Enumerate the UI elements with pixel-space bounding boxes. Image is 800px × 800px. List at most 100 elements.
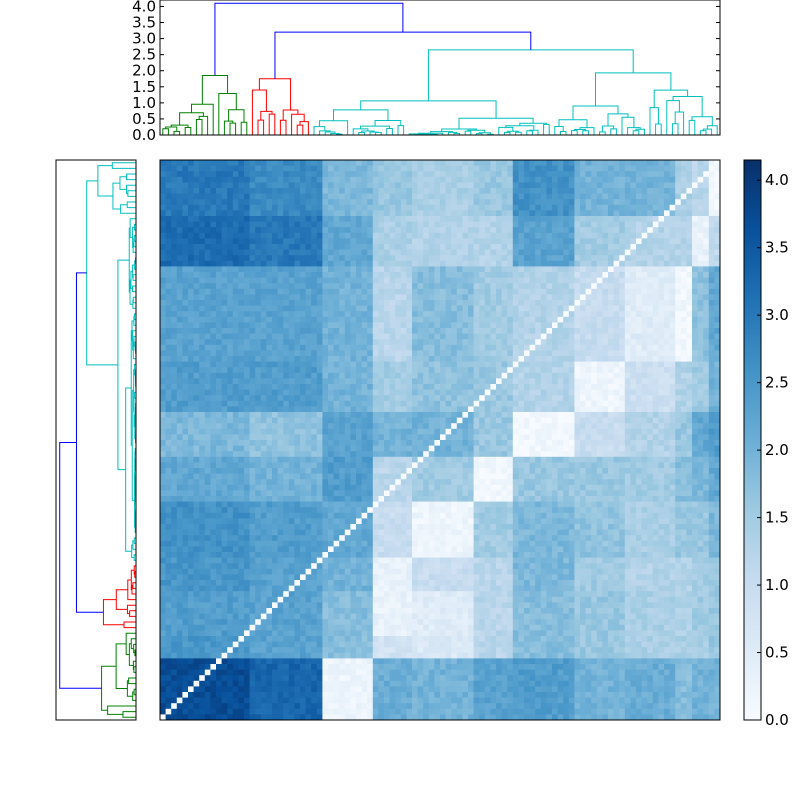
- heatmap-cell: [176, 227, 183, 234]
- heatmap-cell: [647, 406, 654, 413]
- heatmap-cell: [445, 294, 452, 301]
- heatmap-cell: [602, 277, 609, 284]
- heatmap-cell: [389, 417, 396, 424]
- heatmap-cell: [232, 406, 239, 413]
- heatmap-cell: [210, 199, 217, 206]
- heatmap-cell: [602, 199, 609, 206]
- heatmap-cell: [210, 350, 217, 357]
- heatmap-cell: [378, 356, 385, 362]
- heatmap-cell: [395, 232, 402, 239]
- heatmap-cell: [440, 238, 446, 245]
- heatmap-cell: [311, 328, 318, 334]
- heatmap-cell: [574, 244, 581, 250]
- heatmap-cell: [636, 378, 642, 385]
- heatmap-cell: [288, 305, 295, 312]
- heatmap-cell: [540, 272, 547, 278]
- heatmap-cell: [311, 344, 318, 351]
- heatmap-cell: [428, 255, 435, 262]
- top-cyan-cluster-link: [503, 131, 511, 135]
- heatmap-cell: [490, 199, 497, 206]
- heatmap-cell: [344, 311, 351, 318]
- heatmap-cell: [669, 216, 676, 222]
- heatmap-cell: [462, 339, 469, 346]
- heatmap-cell: [664, 406, 670, 413]
- heatmap-cell: [602, 294, 609, 301]
- heatmap-cell: [333, 176, 340, 183]
- heatmap-cell: [568, 378, 575, 385]
- heatmap-cell: [300, 216, 306, 222]
- heatmap-cell: [232, 350, 239, 357]
- heatmap-cell: [339, 272, 346, 278]
- heatmap-cell: [686, 316, 693, 323]
- heatmap-cell: [619, 378, 626, 385]
- heatmap-cell: [557, 417, 564, 424]
- heatmap-cell: [568, 227, 575, 234]
- heatmap-cell: [490, 260, 497, 267]
- heatmap-cell: [641, 260, 648, 267]
- heatmap-cell: [697, 339, 704, 346]
- heatmap-cell: [462, 328, 469, 334]
- heatmap-cell: [244, 238, 250, 245]
- heatmap-cell: [540, 288, 547, 295]
- heatmap-cell: [165, 260, 172, 267]
- heatmap-cell: [294, 260, 301, 267]
- heatmap-cell: [328, 356, 334, 362]
- heatmap-cell: [417, 344, 424, 351]
- top-cyan-cluster-link: [635, 128, 645, 135]
- heatmap-cell: [199, 199, 206, 206]
- heatmap-cell: [378, 406, 385, 413]
- heatmap-cell: [232, 188, 239, 194]
- heatmap-cell: [204, 232, 211, 239]
- heatmap-cell: [535, 238, 542, 245]
- heatmap-cell: [339, 255, 346, 262]
- heatmap-cell: [311, 305, 318, 312]
- heatmap-cell: [529, 322, 536, 329]
- heatmap-cell: [535, 423, 542, 430]
- heatmap-cell: [311, 210, 318, 217]
- heatmap-cell: [680, 272, 687, 278]
- heatmap-cell: [160, 350, 166, 357]
- heatmap-cell: [260, 260, 267, 267]
- heatmap-cell: [524, 193, 530, 200]
- heatmap-cell: [546, 266, 553, 273]
- left-red-cluster-link: [131, 585, 136, 595]
- heatmap-cell: [440, 417, 446, 424]
- heatmap-cell: [333, 171, 340, 178]
- heatmap-cell: [255, 160, 262, 166]
- heatmap-cell: [680, 378, 687, 385]
- heatmap-cell: [658, 193, 665, 200]
- heatmap-cell: [451, 316, 458, 323]
- heatmap-cell: [339, 339, 346, 346]
- heatmap-cell: [451, 361, 458, 368]
- heatmap-cell: [171, 316, 178, 323]
- heatmap-cell: [490, 188, 497, 194]
- heatmap-cell: [501, 372, 508, 379]
- heatmap-cell: [602, 227, 609, 234]
- left-cyan-cluster-link: [129, 279, 133, 305]
- heatmap-cell: [277, 272, 284, 278]
- heatmap-cell: [546, 288, 553, 295]
- heatmap-cell: [703, 221, 710, 228]
- heatmap-cell: [451, 227, 458, 234]
- heatmap-cell: [176, 328, 183, 334]
- heatmap-cell: [462, 372, 469, 379]
- heatmap-cell: [350, 350, 357, 357]
- heatmap-cell: [456, 350, 463, 357]
- heatmap-cell: [692, 176, 698, 183]
- heatmap-cell: [294, 305, 301, 312]
- heatmap-cell: [344, 221, 351, 228]
- heatmap-cell: [524, 244, 530, 250]
- heatmap-cell: [406, 294, 413, 301]
- heatmap-cell: [484, 311, 491, 318]
- top-red-cluster-link: [251, 89, 267, 135]
- heatmap-cell: [484, 300, 491, 306]
- heatmap-cell: [686, 328, 693, 334]
- heatmap-cell: [249, 423, 256, 430]
- heatmap-cell: [199, 367, 206, 374]
- heatmap-cell: [501, 216, 508, 222]
- heatmap-cell: [714, 300, 721, 306]
- heatmap-cell: [216, 176, 222, 183]
- heatmap-cell: [557, 350, 564, 357]
- heatmap-cell: [608, 406, 614, 413]
- heatmap-cell: [563, 344, 570, 351]
